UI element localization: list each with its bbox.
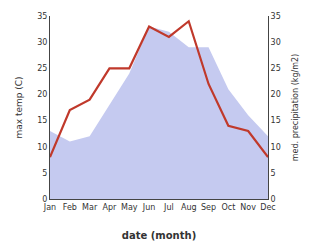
svg-text:Mar: Mar <box>82 203 98 212</box>
svg-text:15: 15 <box>37 116 47 125</box>
svg-text:15: 15 <box>271 116 281 125</box>
svg-text:0: 0 <box>271 195 276 204</box>
svg-text:30: 30 <box>271 38 281 47</box>
svg-text:Oct: Oct <box>221 203 235 212</box>
svg-text:Sep: Sep <box>201 203 216 212</box>
svg-text:10: 10 <box>37 143 47 152</box>
svg-text:date (month): date (month) <box>122 230 196 241</box>
svg-text:Aug: Aug <box>181 203 197 212</box>
svg-text:20: 20 <box>271 90 281 99</box>
svg-text:30: 30 <box>37 38 47 47</box>
svg-text:25: 25 <box>271 64 281 73</box>
svg-text:Nov: Nov <box>240 203 256 212</box>
svg-text:med. precipitation (kg/m2): med. precipitation (kg/m2) <box>291 54 300 161</box>
svg-text:May: May <box>121 203 138 212</box>
svg-text:Jul: Jul <box>163 203 174 212</box>
svg-text:Dec: Dec <box>260 203 275 212</box>
svg-text:20: 20 <box>37 90 47 99</box>
svg-text:Jun: Jun <box>142 203 156 212</box>
svg-text:5: 5 <box>271 169 276 178</box>
svg-text:5: 5 <box>42 169 47 178</box>
svg-text:max temp (C): max temp (C) <box>14 76 24 138</box>
svg-text:0: 0 <box>42 195 47 204</box>
svg-text:25: 25 <box>37 64 47 73</box>
svg-text:35: 35 <box>37 12 47 21</box>
svg-text:Apr: Apr <box>103 203 118 212</box>
svg-text:Jan: Jan <box>43 203 56 212</box>
svg-text:10: 10 <box>271 143 281 152</box>
svg-text:35: 35 <box>271 12 281 21</box>
svg-text:Feb: Feb <box>63 203 77 212</box>
